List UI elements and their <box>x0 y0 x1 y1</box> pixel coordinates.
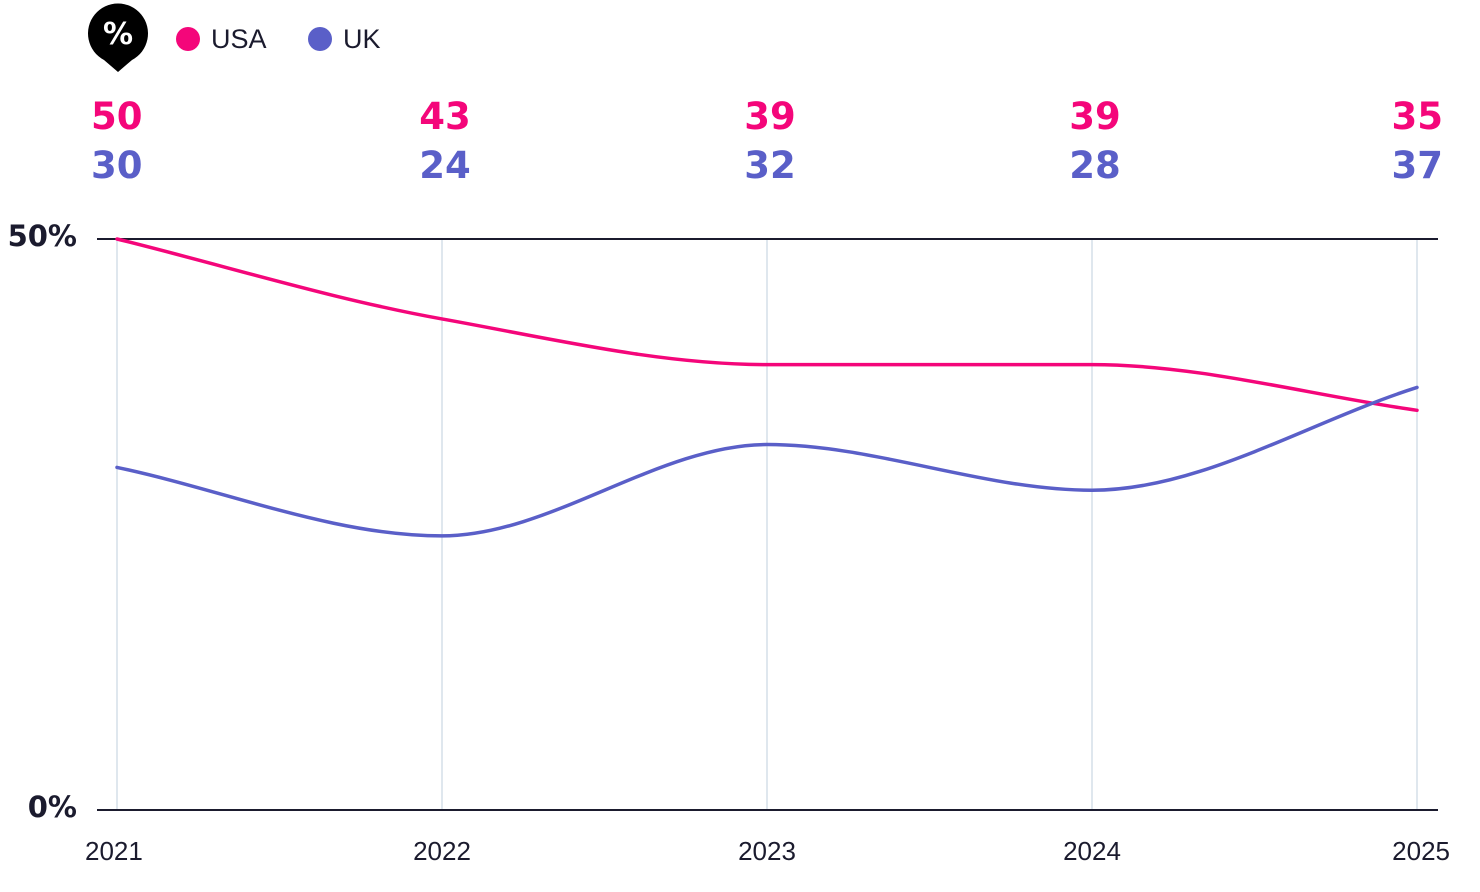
series-line-uk <box>115 385 1419 538</box>
value-label-uk-2022: 24 <box>419 144 471 187</box>
y-tick-label-0: 50% <box>8 219 77 253</box>
legend-label-uk: UK <box>343 24 381 54</box>
value-label-usa-2024: 39 <box>1069 95 1121 138</box>
x-tick-label-2024: 2024 <box>1063 836 1121 866</box>
grid <box>116 239 1418 810</box>
value-label-usa-2023: 39 <box>744 95 796 138</box>
y-axis-ticks: 50% 0% <box>8 219 77 824</box>
series-line-usa <box>115 237 1419 413</box>
value-label-uk-2021: 30 <box>91 144 143 187</box>
x-tick-label-2022: 2022 <box>413 836 471 866</box>
percent-badge: % <box>88 3 148 73</box>
legend-swatch-uk <box>308 27 332 51</box>
legend-swatch-usa <box>176 27 200 51</box>
x-axis-ticks: 2021 2022 2023 2024 2025 <box>85 836 1450 866</box>
x-tick-label-2023: 2023 <box>738 836 796 866</box>
x-tick-label-2025: 2025 <box>1392 836 1450 866</box>
percent-pin-icon <box>88 3 148 73</box>
legend-label-usa: USA <box>211 24 267 54</box>
percent-symbol: % <box>103 17 133 52</box>
y-tick-label-1: 0% <box>28 790 77 824</box>
value-label-usa-2021: 50 <box>91 95 143 138</box>
value-label-uk-2025: 37 <box>1392 144 1444 187</box>
value-label-uk-2023: 32 <box>744 144 796 187</box>
value-label-usa-2025: 35 <box>1392 95 1444 138</box>
value-label-uk-2024: 28 <box>1069 144 1121 187</box>
x-tick-label-2021: 2021 <box>85 836 143 866</box>
value-labels: 50 43 39 39 35 30 24 32 28 37 <box>91 95 1443 187</box>
axes <box>97 238 1438 811</box>
value-label-usa-2022: 43 <box>419 95 471 138</box>
legend: USA UK <box>176 24 381 54</box>
series-lines <box>115 237 1419 538</box>
